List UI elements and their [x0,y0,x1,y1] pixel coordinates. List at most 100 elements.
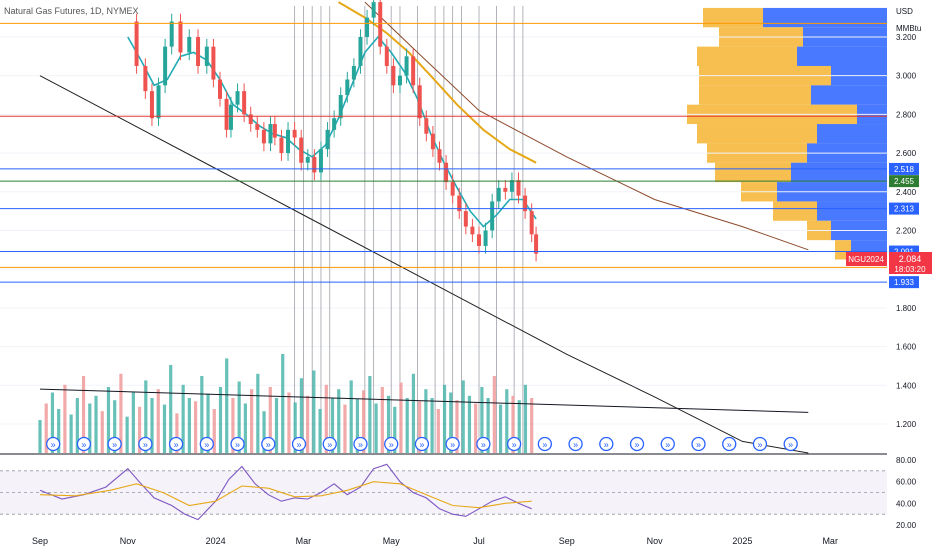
volume-bar [386,395,391,453]
volume-bar [461,380,465,453]
candle-body [404,56,409,76]
candle-body [529,211,534,235]
event-icon-glyph: » [204,440,209,450]
volume-bar [368,376,372,453]
candle-body [450,182,455,196]
volume-bar [88,403,92,453]
event-icon[interactable]: » [445,436,460,452]
volume-bar [449,392,453,453]
event-icon[interactable]: » [46,436,61,452]
candle-body [178,21,183,53]
event-icon-ring [384,436,399,452]
event-icon-glyph: » [112,440,117,450]
event-icon-glyph: » [450,440,455,450]
event-icon[interactable]: » [660,436,675,452]
event-icon[interactable]: » [291,436,307,452]
candle-body [305,156,310,163]
event-icon[interactable]: » [506,436,522,452]
volume-bar [193,401,198,453]
volume-bar [442,384,447,453]
event-icon[interactable]: » [691,436,706,452]
oscillator-panel: 20.00 40.00 60.00 80.00 [0,453,917,530]
time-tick-label: Sep [559,536,575,546]
indicator-lines [39,1,809,454]
candle-body [424,118,429,134]
event-icon[interactable]: » [199,436,214,452]
candle-body [318,149,323,173]
event-icon[interactable]: » [783,436,798,452]
event-icon[interactable]: » [384,436,399,452]
event-icon[interactable]: » [107,436,122,452]
event-icon[interactable]: » [629,436,645,452]
event-icon-ring [138,436,153,452]
event-icon-ring [291,436,307,452]
event-icon-ring [46,436,61,452]
event-icon[interactable]: » [568,436,583,452]
event-icon[interactable]: » [722,436,737,452]
event-icon[interactable]: » [414,436,430,452]
volume-bar [467,395,472,453]
indicator-line [127,35,537,228]
event-icon-glyph: » [51,440,56,450]
symbol-label: NGU2024 [848,255,884,264]
volume-bar [106,387,111,453]
volume-bar [430,398,434,453]
candle-body [391,65,396,86]
event-icon-glyph: » [174,440,179,450]
price-tick-label: 1.200 [896,420,917,429]
price-axis-labels: 1.2001.4001.6001.8002.0002.2002.4002.600… [896,33,917,429]
volume-bar [237,381,241,453]
volume-bar [287,392,291,453]
event-icon[interactable]: » [230,436,245,452]
event-icon[interactable]: » [599,436,614,452]
volume-bar [57,409,61,453]
event-icon-glyph: » [143,440,148,450]
candle-body [417,85,422,119]
event-icon-glyph: » [266,440,271,450]
event-icon[interactable]: » [476,436,491,452]
time-axis: Sep Nov 2024 Mar May Jul Sep Nov 2025 Mar [32,536,838,546]
event-icon[interactable]: » [353,436,368,452]
event-icon[interactable]: » [752,436,768,452]
volume-bar [187,398,191,453]
event-icons[interactable]: » » » » » » » » » » » » » » » » » » » » » » » » » [46,436,798,452]
volume-bar [81,376,86,453]
price-level-badge [889,162,919,175]
event-icon[interactable]: » [322,436,337,452]
candle-body [371,2,376,18]
volume-bar [200,376,204,453]
oscillator-tick-label: 20.00 [896,521,917,530]
time-tick-label: Jul [473,536,485,546]
profile-buy-bar [703,7,763,28]
volume-bar [225,358,229,453]
event-icon-ring [76,436,92,452]
bar-countdown: 18:03:20 [894,265,926,274]
candle-body [217,79,222,99]
volume-bar [355,399,360,453]
price-level-label: 1.933 [894,278,915,287]
price-tick-label: 2.200 [896,226,917,235]
candle-body [163,46,168,86]
candle-body [134,21,139,66]
event-icon-glyph: » [573,440,578,450]
price-scale[interactable]: USD MMBtu [896,7,921,33]
event-icon[interactable]: » [537,436,552,452]
event-icon-ring [660,436,675,452]
volume-bar [119,373,123,453]
price-level-badge [889,276,919,289]
event-icon[interactable]: » [261,436,276,452]
event-icon-glyph: » [297,440,302,450]
candle-body [444,162,449,183]
candle-body [196,36,201,66]
time-tick-label: 2025 [732,536,752,546]
candle-body [292,129,297,138]
event-icon[interactable]: » [76,436,92,452]
event-icon-glyph: » [389,440,394,450]
volume-bar [318,409,322,453]
event-icon-ring [199,436,214,452]
volume-bar [131,392,135,453]
volume-bar [75,398,79,453]
event-icon[interactable]: » [168,436,184,452]
event-icon[interactable]: » [138,436,153,452]
